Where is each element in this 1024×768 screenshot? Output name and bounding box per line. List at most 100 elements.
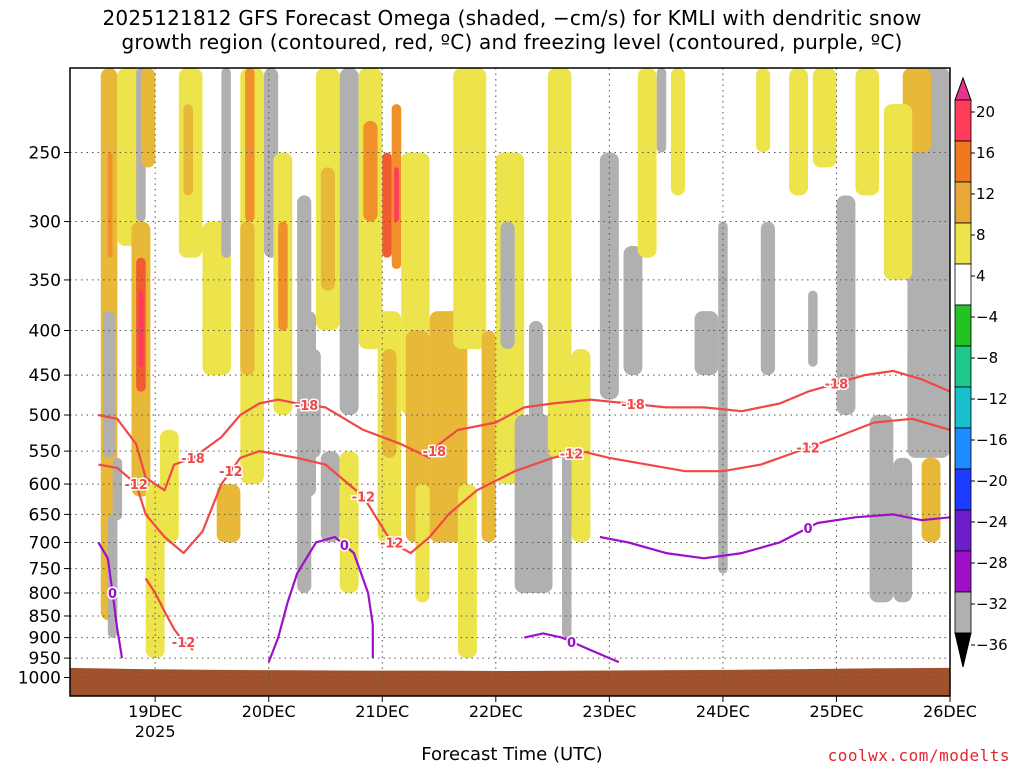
omega-cell [869,415,894,603]
omega-cell [481,330,496,543]
omega-cell [718,221,728,574]
colorbar-label: −36 [976,636,1008,654]
omega-cell [571,349,591,543]
site-credit[interactable]: coolwx.com/modelts [827,746,1010,765]
colorbar-label: −32 [976,595,1008,613]
contour-label: -12 [352,490,376,505]
omega-cell [382,152,392,258]
omega-cell [141,68,156,168]
omega-cell [221,68,231,258]
colorbar-label: −28 [976,554,1008,572]
contour-label: -18 [423,445,447,460]
contour-label: -12 [172,636,196,651]
contour-lines: -18 -18 -18 -18 -18 -12 -12 -12 -12 -12 -12 -12 0 0 0 0 [97,369,950,664]
y-axis: 2503003504004505005506006507007508008509… [18,144,70,689]
title-line-1: 2025121812 GFS Forecast Omega (shaded, −… [102,6,922,30]
omega-cell [623,246,643,376]
colorbar-swatch [954,140,972,183]
colorbar-label: −24 [976,513,1008,531]
omega-cell [308,375,314,423]
colorbar-label: 12 [976,185,995,203]
omega-cell [808,290,818,367]
omega-cell [562,429,572,638]
colorbar-bottom-arrow [954,632,972,668]
colorbar-swatch [954,263,972,306]
y-tick-label: 650 [29,505,61,525]
omega-cell [339,68,359,415]
omega-cell [514,415,553,593]
omega-cell [883,104,913,280]
colorbar-swatch [954,591,972,634]
colorbar-label: −16 [976,431,1008,449]
omega-cell [112,457,123,521]
colorbar-label: 4 [976,267,986,285]
colorbar-swatch [954,427,972,470]
y-tick-label: 1000 [18,669,61,689]
omega-cell [107,349,113,430]
omega-cell [812,68,837,168]
colorbar-swatch [954,304,972,347]
omega-cell [339,451,359,593]
omega-cell [760,221,775,376]
omega-cell [599,152,619,400]
y-tick-label: 500 [29,406,61,426]
colorbar-label: 16 [976,144,995,162]
omega-cell [453,68,487,349]
x-tick-label: 21DEC [355,702,409,721]
contour-label: 0 [340,539,349,554]
contour-label: -12 [560,447,584,462]
colorbar-swatch [954,222,972,265]
y-tick-label: 600 [29,475,61,495]
omega-cell [394,167,399,222]
omega-cell [382,349,397,458]
omega-cell [789,68,808,196]
contour-line [267,535,374,663]
omega-cell [500,221,515,349]
colorbar-swatch [954,468,972,511]
colorbar-label: 8 [976,226,986,244]
omega-cell [533,366,539,415]
omega-cell [107,152,113,258]
omega-cell [363,120,378,222]
y-tick-label: 850 [29,607,61,627]
y-tick-label: 700 [29,533,61,553]
contour-line [144,577,194,651]
x-tick-label: 26DEC [923,702,977,721]
omega-cell [756,68,771,153]
plot-frame [69,67,951,697]
contour-label: -12 [219,465,243,480]
omega-cell [921,457,941,543]
x-axis-label: Forecast Time (UTC) [421,744,603,765]
omega-shading [100,68,950,659]
colorbar-swatch [954,386,972,429]
y-tick-label: 250 [29,144,61,164]
contour-label: 0 [567,636,576,651]
x-tick-label: 25DEC [809,702,863,721]
contour-label: 0 [108,587,117,602]
omega-cell [694,311,719,376]
x-tick-label: 19DEC [128,702,182,721]
colorbar-label: 20 [976,103,995,121]
x-tick-sublabel: 2025 [135,722,176,741]
colorbar-swatch [954,99,972,142]
omega-cell [145,484,165,659]
omega-cell [656,68,667,153]
colorbar-label: −8 [976,349,998,367]
omega-cell [547,68,572,458]
colorbar-label: −12 [976,390,1008,408]
omega-cell [836,195,856,415]
contour-label: -18 [621,398,645,413]
contour-label: -18 [825,377,849,392]
omega-cell [183,104,193,196]
y-tick-label: 800 [29,584,61,604]
y-tick-label: 350 [29,271,61,291]
colorbar-top-arrow [954,76,972,101]
contour-label: -12 [380,536,404,551]
contour-line [523,632,620,664]
omega-cell [240,221,255,376]
omega-cell [916,375,932,415]
x-tick-label: 24DEC [696,702,750,721]
colorbar-swatch [954,345,972,388]
